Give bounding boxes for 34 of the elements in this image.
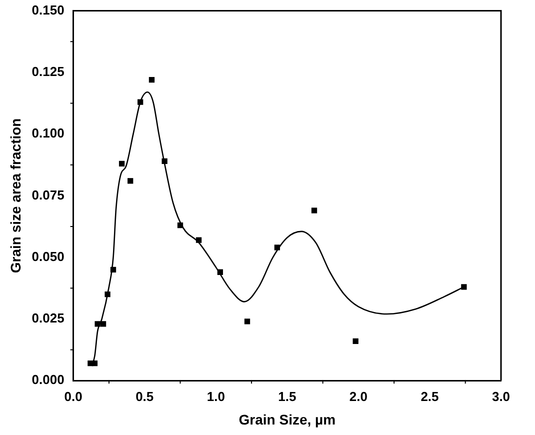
- point: [311, 208, 318, 214]
- point: [104, 291, 110, 298]
- x-tick-label: 3.0: [492, 388, 510, 404]
- point: [94, 321, 100, 327]
- y-axis-title: Grain size area fraction: [7, 118, 24, 274]
- point: [100, 321, 106, 327]
- x-tick-label: 0.0: [64, 388, 82, 404]
- point: [177, 222, 184, 228]
- x-tick-label: 2.5: [420, 388, 439, 404]
- y-tick-label: 0.075: [32, 187, 64, 202]
- y-tick-label: 0.025: [32, 310, 64, 326]
- y-tick-label: 0.050: [32, 248, 64, 264]
- point: [352, 338, 358, 344]
- point: [148, 77, 155, 83]
- point: [92, 360, 98, 366]
- point: [274, 244, 280, 250]
- point: [118, 160, 125, 166]
- point: [138, 99, 144, 105]
- point: [196, 237, 202, 243]
- point: [162, 158, 168, 164]
- y-tick-label: 0.150: [32, 2, 64, 18]
- point: [461, 284, 467, 290]
- y-tick-label: 0.125: [32, 64, 64, 80]
- x-tick-label: 1.5: [278, 388, 296, 404]
- x-axis-title: Grain Size, µm: [238, 411, 336, 428]
- y-tick-label: 0.000: [32, 372, 64, 388]
- x-tick-label: 1.0: [206, 388, 225, 404]
- x-tick-label: 2.0: [349, 388, 368, 404]
- point: [217, 269, 223, 275]
- point: [244, 318, 250, 324]
- y-tick-label: 0.100: [32, 126, 64, 141]
- point: [110, 266, 116, 272]
- point: [128, 178, 134, 184]
- x-tick-label: 0.5: [136, 388, 154, 404]
